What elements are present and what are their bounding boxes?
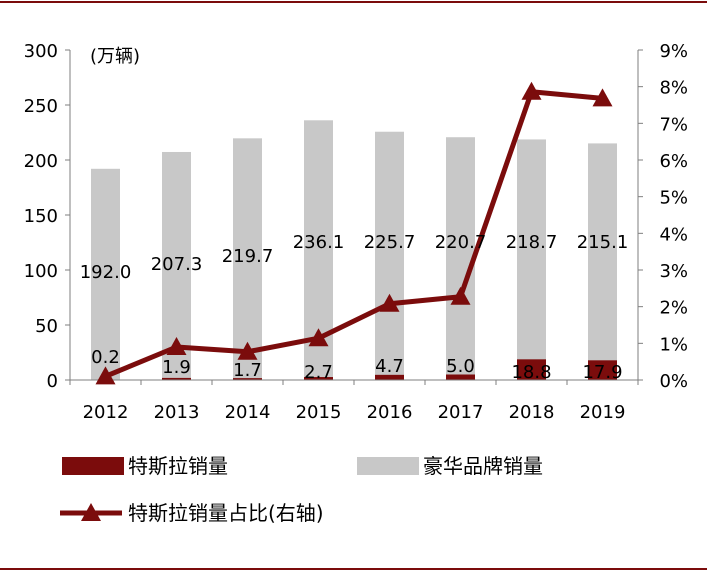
x-tick-label: 2019 bbox=[580, 402, 626, 423]
share-line bbox=[95, 81, 613, 385]
tesla-bar bbox=[304, 377, 333, 380]
tesla-value-label: 5.0 bbox=[446, 356, 475, 377]
right-tick-label: 5% bbox=[659, 188, 688, 209]
left-tick-label: 50 bbox=[35, 316, 58, 337]
right-tick-label: 6% bbox=[659, 151, 688, 172]
right-tick-label: 4% bbox=[659, 224, 688, 245]
left-tick-label: 100 bbox=[24, 261, 58, 282]
tesla-value-label: 1.7 bbox=[233, 360, 262, 381]
legend-label-share: 特斯拉销量占比(右轴) bbox=[128, 501, 324, 525]
luxury-bar bbox=[91, 168, 120, 380]
luxury-bar bbox=[446, 137, 475, 380]
data-labels: 192.0 207.3 219.7 236.1 225.7 220.7 218.7 215.1… bbox=[80, 232, 629, 383]
right-tick-label: 8% bbox=[659, 78, 688, 99]
unit-label: (万辆) bbox=[90, 46, 140, 67]
right-tick-label: 7% bbox=[659, 114, 688, 135]
share-line-path bbox=[104, 89, 603, 379]
luxury-bar bbox=[375, 131, 404, 380]
tesla-bar bbox=[588, 360, 617, 380]
share-point-marker bbox=[592, 88, 613, 107]
legend-label-tesla: 特斯拉销量 bbox=[128, 454, 228, 478]
legend-marker-share bbox=[81, 503, 101, 521]
luxury-value-label: 236.1 bbox=[293, 232, 345, 253]
x-tick-label: 2013 bbox=[154, 402, 200, 423]
luxury-bar bbox=[233, 138, 262, 380]
share-point-marker bbox=[237, 341, 258, 360]
tesla-bar bbox=[517, 359, 546, 380]
x-tick-label: 2012 bbox=[83, 402, 129, 423]
luxury-value-label: 225.7 bbox=[364, 232, 416, 253]
right-tick-label: 3% bbox=[659, 261, 688, 282]
luxury-value-label: 220.7 bbox=[435, 232, 487, 253]
right-tick-label: 9% bbox=[659, 41, 688, 62]
right-tick-label: 2% bbox=[659, 298, 688, 319]
legend-swatch-tesla bbox=[62, 457, 124, 475]
left-tick-label: 300 bbox=[24, 41, 58, 62]
tesla-value-label: 18.8 bbox=[511, 362, 551, 383]
right-tick-label: 0% bbox=[659, 371, 688, 392]
left-tick-label: 200 bbox=[24, 151, 58, 172]
luxury-value-label: 219.7 bbox=[222, 246, 274, 267]
share-point-marker bbox=[308, 328, 329, 347]
tesla-value-label: 4.7 bbox=[375, 356, 404, 377]
legend-label-luxury: 豪华品牌销量 bbox=[423, 454, 543, 478]
tesla-bars bbox=[91, 359, 617, 380]
x-tick-label: 2014 bbox=[225, 402, 271, 423]
bottom-border bbox=[0, 568, 707, 570]
tesla-bar bbox=[162, 377, 191, 380]
x-tick-label: 2018 bbox=[509, 402, 555, 423]
tesla-bar bbox=[233, 378, 262, 380]
x-tick-label: 2016 bbox=[367, 402, 413, 423]
share-point-marker bbox=[166, 337, 187, 355]
luxury-bar bbox=[517, 139, 546, 380]
tesla-value-label: 17.9 bbox=[582, 362, 622, 383]
x-tick-label: 2017 bbox=[438, 402, 484, 423]
tesla-value-label: 1.9 bbox=[162, 357, 191, 378]
tesla-bar bbox=[446, 374, 475, 380]
luxury-bar bbox=[588, 143, 617, 380]
legend-swatch-luxury bbox=[357, 457, 419, 475]
share-point-marker bbox=[95, 366, 116, 385]
left-tick-label: 150 bbox=[24, 206, 58, 227]
right-tick-label: 1% bbox=[659, 334, 688, 355]
share-point-marker bbox=[379, 293, 400, 312]
axes: 0 50 100 150 200 250 300 0% 1% 2% 3% 4% 5% 6% 7% 8% 9% 20… bbox=[24, 41, 688, 423]
luxury-value-label: 207.3 bbox=[151, 254, 203, 275]
top-border bbox=[0, 1, 707, 3]
luxury-value-label: 215.1 bbox=[577, 232, 629, 253]
luxury-value-label: 218.7 bbox=[506, 232, 558, 253]
luxury-bars bbox=[91, 120, 617, 380]
tesla-bar bbox=[375, 374, 404, 380]
share-point-marker bbox=[521, 81, 542, 100]
tesla-value-label: 2.7 bbox=[304, 362, 333, 383]
luxury-value-label: 192.0 bbox=[80, 262, 132, 283]
left-tick-label: 0 bbox=[47, 371, 58, 392]
x-tick-label: 2015 bbox=[296, 402, 342, 423]
tesla-value-label: 0.2 bbox=[91, 347, 120, 368]
left-tick-label: 250 bbox=[24, 96, 58, 117]
share-point-marker bbox=[450, 286, 471, 305]
